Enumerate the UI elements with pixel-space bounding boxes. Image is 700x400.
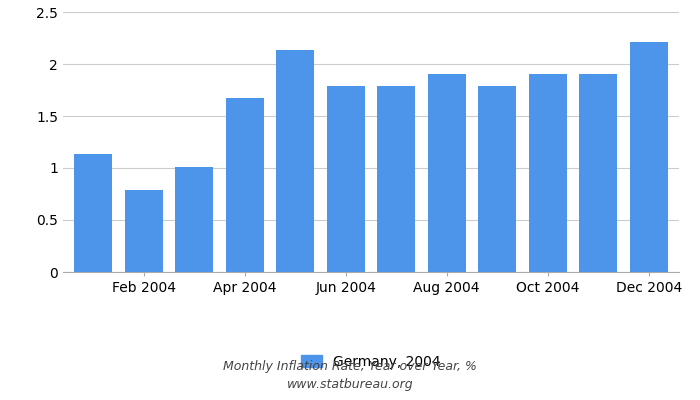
Bar xyxy=(327,86,365,272)
Bar xyxy=(226,98,264,272)
Bar xyxy=(428,74,466,272)
Bar xyxy=(74,154,112,272)
Bar xyxy=(478,86,516,272)
Bar xyxy=(377,86,415,272)
Legend: Germany, 2004: Germany, 2004 xyxy=(295,349,447,374)
Bar xyxy=(630,42,668,272)
Text: www.statbureau.org: www.statbureau.org xyxy=(287,378,413,391)
Bar xyxy=(175,167,214,272)
Bar xyxy=(580,74,617,272)
Text: Monthly Inflation Rate, Year over Year, %: Monthly Inflation Rate, Year over Year, … xyxy=(223,360,477,373)
Bar xyxy=(125,190,162,272)
Bar xyxy=(528,74,567,272)
Bar xyxy=(276,50,314,272)
